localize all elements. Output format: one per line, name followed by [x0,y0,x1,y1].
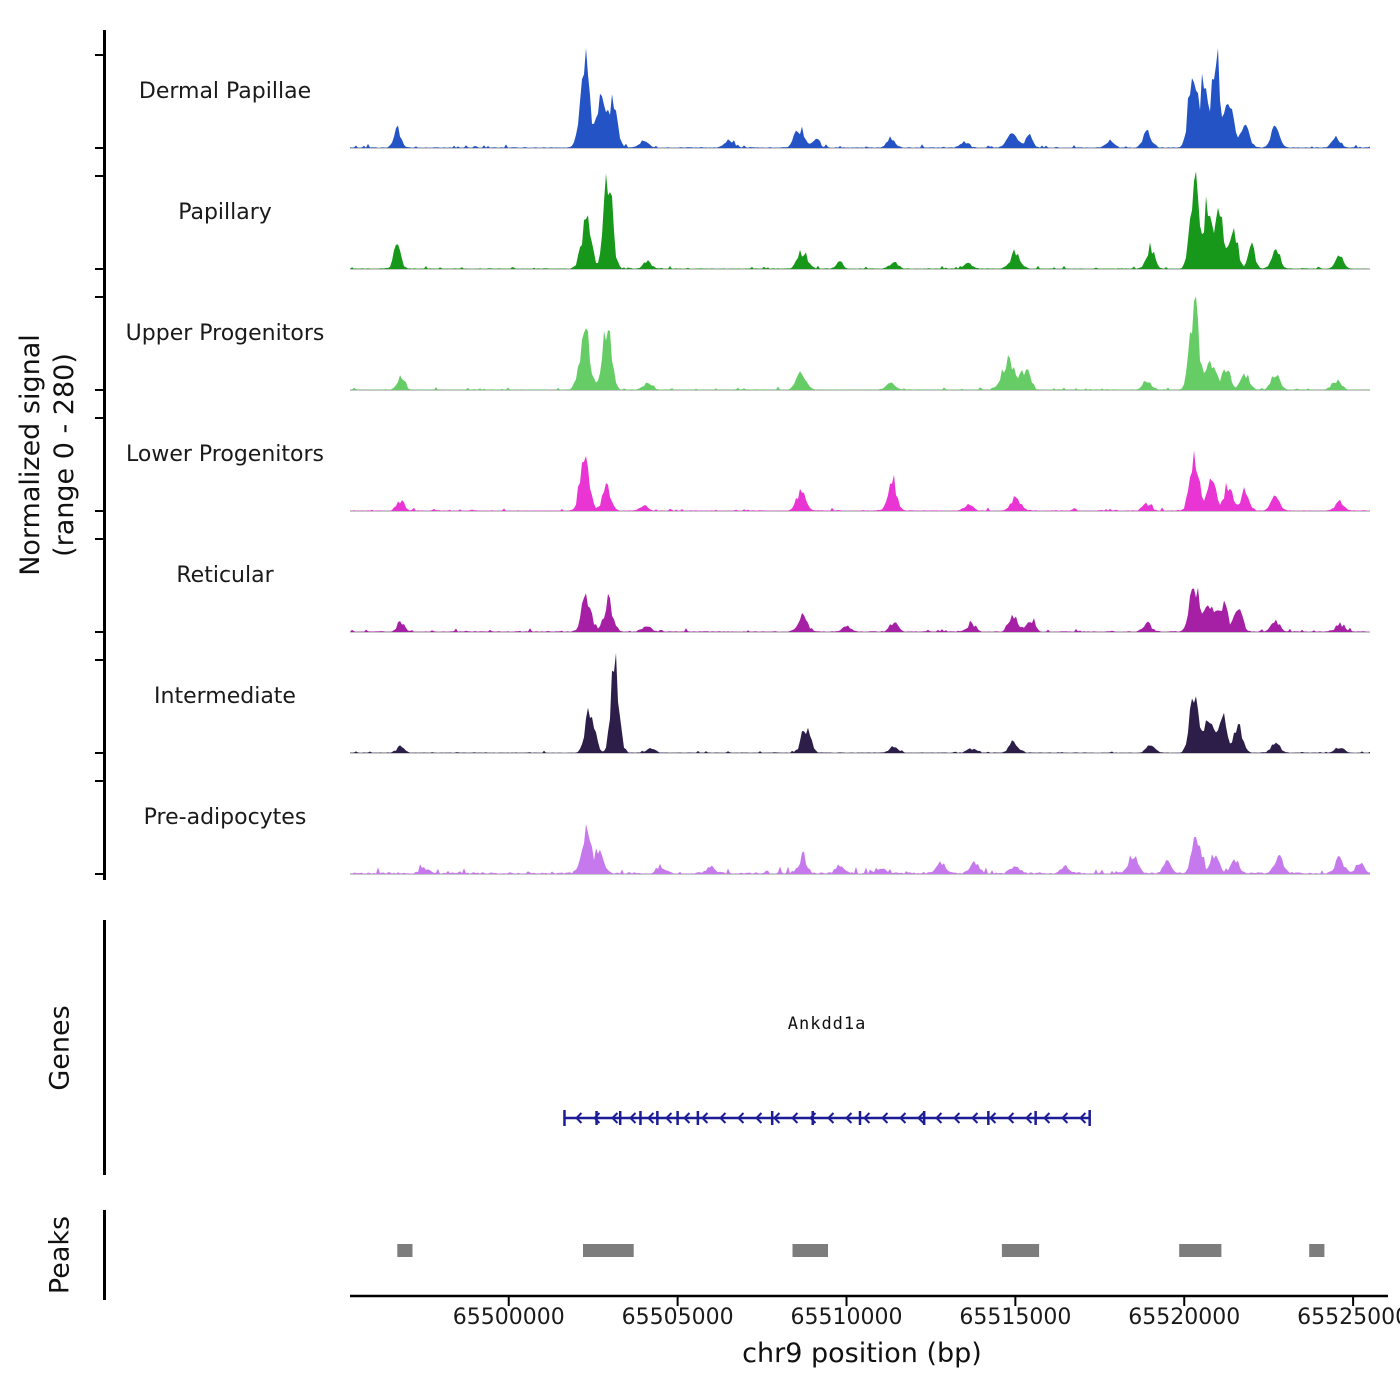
strand-arrow [1025,1112,1033,1124]
strand-arrow [755,1112,763,1124]
strand-arrow [935,1112,943,1124]
genes-section-label: Genes [44,1005,76,1091]
x-tick-label: 65525000 [1297,1305,1400,1330]
strand-arrow [1061,1112,1069,1124]
signal-area [350,824,1370,874]
strand-arrow [593,1112,601,1124]
signal-area [350,450,1370,511]
peak-region [1179,1244,1222,1257]
strand-arrow [773,1112,781,1124]
y-axis-label-line2: (range 0 - 280) [49,353,80,557]
strand-arrow [791,1112,799,1124]
y-axis-label: Normalized signal (range 0 - 280) [14,334,82,576]
y-axis-line [103,30,106,880]
track-label: Dermal Papillae [138,79,312,104]
strand-arrow [719,1112,727,1124]
strand-arrow [611,1112,619,1124]
x-axis-title: chr9 position (bp) [742,1338,982,1369]
track-label: Pre-adipocytes [143,805,307,830]
peak-region [792,1244,828,1257]
signal-area [350,296,1370,390]
strand-arrow [863,1112,871,1124]
strand-arrow [845,1112,853,1124]
strand-arrow [1079,1112,1087,1124]
peaks-section-label: Peaks [44,1215,76,1295]
track-label: Lower Progenitors [126,442,324,467]
track-label: Upper Progenitors [125,321,325,346]
peak-region [397,1244,413,1257]
strand-arrow [989,1112,997,1124]
gene-name-label: Ankdd1a [787,1014,867,1034]
strand-arrow [899,1112,907,1124]
strand-arrow [881,1112,889,1124]
signal-area [350,48,1370,148]
y-axis-label-line1: Normalized signal [15,334,46,576]
strand-arrow [827,1112,835,1124]
x-tick-label: 65510000 [790,1305,903,1330]
x-tick-label: 65505000 [621,1305,734,1330]
signal-area [350,587,1370,632]
strand-arrow [737,1112,745,1124]
peak-region [583,1244,634,1257]
strand-arrow [1043,1112,1051,1124]
track-label: Papillary [178,200,272,225]
peaks-axis-line [103,1210,106,1300]
signal-area [350,653,1370,753]
strand-arrow [683,1112,691,1124]
strand-arrow [1007,1112,1015,1124]
strand-arrow [953,1112,961,1124]
strand-arrow [917,1112,925,1124]
peak-region [1001,1244,1040,1257]
genes-axis-line [103,920,106,1175]
x-tick-label: 65500000 [452,1305,565,1330]
strand-arrow [701,1112,709,1124]
peak-region [1309,1244,1325,1257]
strand-arrow [665,1112,673,1124]
strand-arrow [647,1112,655,1124]
strand-arrow [971,1112,979,1124]
track-label: Reticular [176,563,274,588]
strand-arrow [809,1112,817,1124]
signal-area [350,171,1370,269]
strand-arrow [629,1112,637,1124]
track-label: Intermediate [154,684,296,709]
strand-arrow [575,1112,583,1124]
x-tick-label: 65520000 [1128,1305,1241,1330]
x-tick-label: 65515000 [959,1305,1072,1330]
